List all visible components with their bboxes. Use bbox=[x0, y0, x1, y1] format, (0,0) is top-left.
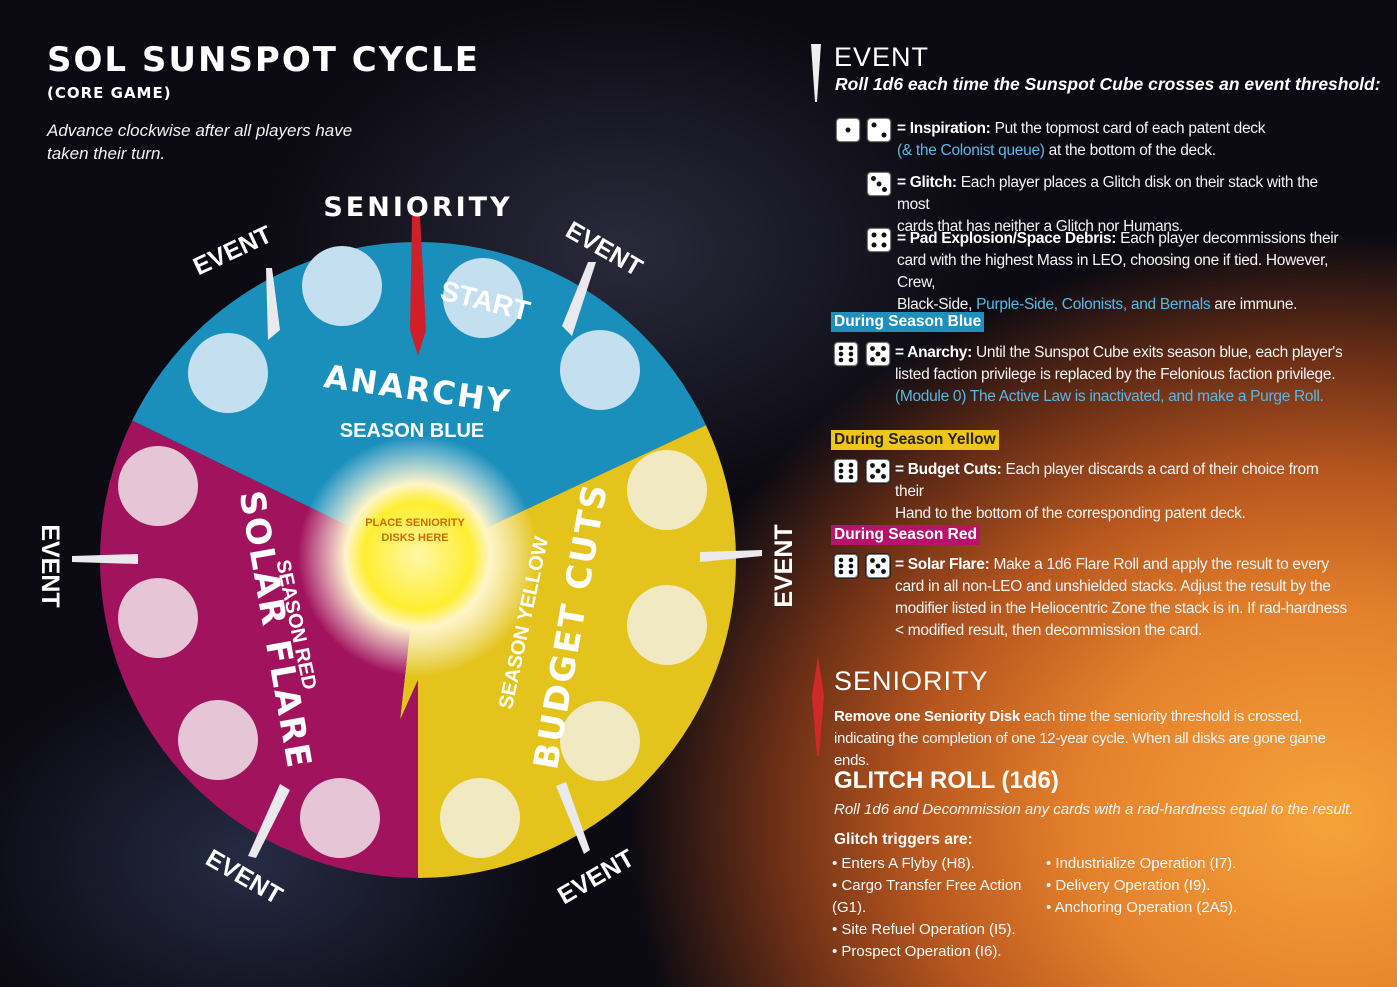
glitch-triggers-col2: • Industrialize Operation (I7). • Delive… bbox=[1046, 853, 1266, 919]
season-yellow-tag: During Season Yellow bbox=[831, 430, 999, 450]
center-label: PLACE SENIORITY DISKS HERE bbox=[365, 517, 465, 544]
seniority-heading: SENIORITY bbox=[834, 666, 989, 696]
flare-text-2: card in all non-LEO and unshielded stack… bbox=[895, 578, 1331, 595]
event-label-r: EVENT bbox=[770, 524, 798, 607]
inspiration-row: = Inspiration: Put the topmost card of e… bbox=[897, 118, 1337, 162]
sunspot-wheel: SENIORITY EVENT EVENT EVENT EVENT EVENT … bbox=[36, 192, 798, 910]
budget-row: = Budget Cuts: Each player discards a ca… bbox=[895, 459, 1345, 525]
flare-label: = Solar Flare: bbox=[895, 556, 990, 573]
budget-label: = Budget Cuts: bbox=[895, 461, 1002, 478]
die-four-icon bbox=[867, 228, 891, 252]
flare-text-3: modifier listed in the Heliocentric Zone… bbox=[895, 600, 1347, 617]
anarchy-label: = Anarchy: bbox=[895, 344, 972, 361]
instruction-text: Advance clockwise after all players have… bbox=[47, 121, 353, 163]
list-item: • Industrialize Operation (I7). bbox=[1046, 855, 1237, 872]
list-item: • Prospect Operation (I6). bbox=[832, 943, 1002, 960]
die-five-icon bbox=[834, 342, 858, 366]
event-subtitle: Roll 1d6 each time the Sunspot Cube cros… bbox=[835, 74, 1381, 94]
seniority-marker-icon bbox=[812, 656, 824, 756]
event-heading: EVENT bbox=[834, 42, 930, 72]
glitch-roll-subtitle: Roll 1d6 and Decommission any cards with… bbox=[834, 801, 1354, 818]
season-red-tag: During Season Red bbox=[831, 525, 980, 545]
anarchy-text: Until the Sunspot Cube exits season blue… bbox=[975, 344, 1343, 361]
season-blue-label: SEASON BLUE bbox=[340, 420, 484, 442]
inspiration-colonist-text: (& the Colonist queue) bbox=[897, 142, 1045, 159]
seniority-text-2: indicating the completion of one 12-year… bbox=[834, 730, 1326, 769]
blue-disks bbox=[188, 246, 640, 413]
list-item: • Site Refuel Operation (I5). bbox=[832, 921, 1016, 938]
season-blue-tag: During Season Blue bbox=[831, 312, 985, 332]
die-three-icon bbox=[867, 172, 891, 196]
seniority-text: Remove one Seniority Disk each time the … bbox=[834, 706, 1354, 772]
die-six-icon bbox=[834, 459, 858, 483]
seniority-pointer bbox=[410, 216, 426, 356]
event-label-tr: EVENT bbox=[561, 216, 647, 282]
pad-label: = Pad Explosion/Space Debris: bbox=[897, 230, 1117, 247]
pad-text-2: card with the highest Mass in LEO, choos… bbox=[897, 252, 1329, 291]
inspiration-text-end: at the bottom of the deck. bbox=[1044, 142, 1216, 159]
flare-text-4: < modified result, then decommission the… bbox=[895, 622, 1203, 639]
budget-text-2: Hand to the bottom of the corresponding … bbox=[895, 505, 1246, 522]
die-five-icon bbox=[866, 342, 890, 366]
glitch-label: = Glitch: bbox=[897, 174, 957, 191]
anarchy-text-2: listed faction privilege is replaced by … bbox=[895, 366, 1336, 383]
sun-center bbox=[298, 436, 538, 676]
seniority-bold: Remove one Seniority Disk bbox=[834, 708, 1020, 725]
glitch-row: = Glitch: Each player places a Glitch di… bbox=[897, 172, 1337, 238]
glitch-text-2: cards that has neither a Glitch nor Huma… bbox=[897, 218, 1184, 235]
die-five-icon bbox=[866, 554, 890, 578]
budget-text: Each player discards a card of their cho… bbox=[895, 461, 1319, 500]
flare-text: Make a 1d6 Flare Roll and apply the resu… bbox=[993, 556, 1329, 573]
pad-text-3: Black-Side, bbox=[897, 296, 977, 313]
inspiration-text: Put the topmost card of each patent deck bbox=[994, 120, 1266, 137]
pad-immune-text: Purple-Side, Colonists, and Bernals bbox=[976, 296, 1211, 313]
pad-text: Each player decommissions their bbox=[1120, 230, 1339, 247]
yellow-disks bbox=[440, 450, 707, 858]
anarchy-row: = Anarchy: Until the Sunspot Cube exits … bbox=[895, 342, 1345, 408]
die-five-icon bbox=[866, 459, 890, 483]
pad-row: = Pad Explosion/Space Debris: Each playe… bbox=[897, 228, 1347, 316]
list-item: • Delivery Operation (I9). bbox=[1046, 877, 1211, 894]
glitch-text: Each player places a Glitch disk on thei… bbox=[897, 174, 1318, 213]
anarchy-module-text: (Module 0) The Active Law is inactivated… bbox=[895, 388, 1324, 405]
event-label-l: EVENT bbox=[36, 524, 64, 607]
die-six-icon bbox=[834, 554, 858, 578]
inspiration-label: = Inspiration: bbox=[897, 120, 991, 137]
die-two-icon bbox=[867, 118, 891, 142]
glitch-triggers-col1: • Enters A Flyby (H8). • Cargo Transfer … bbox=[832, 853, 1052, 963]
die-one-icon bbox=[836, 118, 860, 142]
event-label-br: EVENT bbox=[553, 844, 639, 910]
list-item: • Anchoring Operation (2A5). bbox=[1046, 899, 1238, 916]
seniority-text-1: each time the seniority threshold is cro… bbox=[1019, 708, 1303, 725]
event-label-bl: EVENT bbox=[201, 844, 287, 910]
event-marker-icon bbox=[811, 44, 821, 102]
pad-text-end: are immune. bbox=[1210, 296, 1298, 313]
seniority-label: SENIORITY bbox=[323, 192, 512, 223]
glitch-triggers-label: Glitch triggers are: bbox=[834, 831, 973, 848]
page-title: SOL SUNSPOT CYCLE bbox=[47, 40, 480, 80]
flare-row: = Solar Flare: Make a 1d6 Flare Roll and… bbox=[895, 554, 1355, 642]
page-subtitle: (CORE GAME) bbox=[47, 84, 172, 102]
glitch-roll-heading: GLITCH ROLL (1d6) bbox=[834, 767, 1059, 794]
red-disks bbox=[118, 446, 380, 858]
list-item: • Cargo Transfer Free Action (G1). bbox=[832, 877, 1022, 916]
list-item: • Enters A Flyby (H8). bbox=[832, 855, 975, 872]
event-pointers bbox=[72, 262, 762, 858]
event-label-tl: EVENT bbox=[189, 220, 276, 281]
